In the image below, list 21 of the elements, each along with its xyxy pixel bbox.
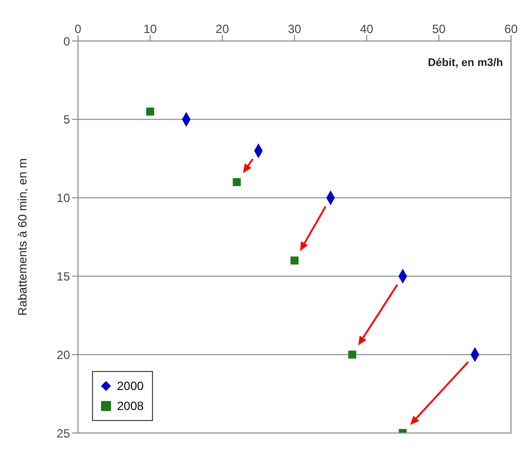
x-tick-label: 60: [504, 22, 518, 36]
x-tick-label: 30: [288, 22, 302, 36]
y-tick-label: 10: [56, 191, 70, 206]
y-tick-label: 0: [63, 34, 70, 48]
x-tick-label: 50: [432, 22, 446, 36]
x-axis-title: Débit, en m3/h: [428, 57, 503, 69]
point: [232, 178, 241, 186]
point: [290, 256, 298, 265]
legend-label: 2000: [117, 378, 144, 395]
x-tick-label: 10: [143, 22, 158, 36]
y-tick-label: 5: [63, 112, 70, 127]
point: [348, 350, 356, 359]
y-axis-title: Rabattements à 60 min, en m: [15, 158, 30, 316]
point: [146, 108, 154, 116]
x-tick-label: 20: [216, 22, 230, 36]
x-tick-label: 0: [74, 22, 82, 36]
x-tick-label: 40: [360, 22, 374, 36]
legend-label: 2008: [117, 398, 144, 415]
y-tick-label: 20: [56, 348, 70, 362]
y-tick-label: 15: [56, 269, 70, 284]
y-tick-label: 25: [56, 426, 70, 440]
